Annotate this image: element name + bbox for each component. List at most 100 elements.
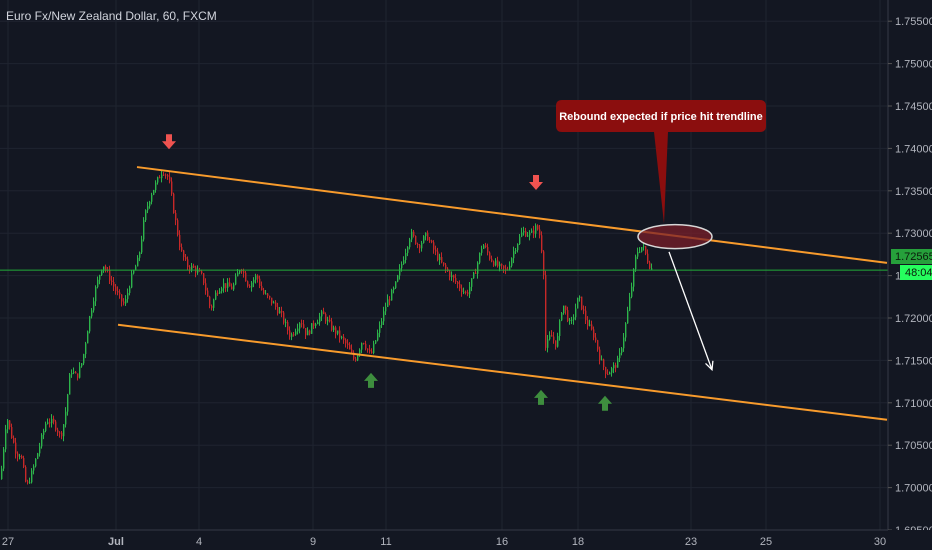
candle-body bbox=[463, 291, 465, 293]
candle-body bbox=[341, 336, 343, 338]
candle-body bbox=[619, 352, 621, 359]
candle-body bbox=[305, 328, 307, 336]
candle-body bbox=[327, 319, 329, 322]
candle-body bbox=[477, 262, 479, 274]
candle-body bbox=[511, 258, 513, 266]
candle-body bbox=[593, 329, 595, 338]
candle-body bbox=[455, 277, 457, 282]
candle-body bbox=[519, 236, 521, 245]
candle-body bbox=[135, 266, 137, 271]
candle-body bbox=[479, 252, 481, 263]
candle-body bbox=[293, 334, 295, 336]
candle-body bbox=[533, 230, 535, 234]
candle-body bbox=[401, 264, 403, 269]
candle-body bbox=[65, 411, 67, 425]
candle-body bbox=[193, 265, 195, 268]
candle-body bbox=[141, 239, 143, 253]
candle-body bbox=[171, 181, 173, 194]
candle-body bbox=[457, 281, 459, 284]
candle-body bbox=[361, 343, 363, 350]
candle-body bbox=[559, 320, 561, 337]
candle-body bbox=[465, 291, 467, 293]
candle-body bbox=[475, 272, 477, 274]
callout-text: Rebound expected if price hit trendline bbox=[559, 111, 763, 123]
candle-body bbox=[299, 323, 301, 329]
candle-body bbox=[503, 265, 505, 269]
candle-body bbox=[513, 251, 515, 259]
candle-body bbox=[233, 284, 235, 290]
candle-body bbox=[449, 271, 451, 278]
last-price-label: 1.72565 bbox=[895, 251, 932, 263]
candle-body bbox=[185, 257, 187, 260]
candle-body bbox=[211, 305, 213, 308]
candle-body bbox=[187, 259, 189, 268]
candle-body bbox=[85, 343, 87, 355]
candle-body bbox=[93, 301, 95, 311]
candle-body bbox=[129, 287, 131, 293]
candle-body bbox=[79, 366, 81, 378]
annotation-callout[interactable]: Rebound expected if price hit trendline bbox=[556, 100, 766, 224]
candle-body bbox=[319, 316, 321, 323]
candle-body bbox=[59, 432, 61, 434]
candle-body bbox=[249, 285, 251, 288]
candle-body bbox=[237, 272, 239, 277]
candle-body bbox=[281, 310, 283, 313]
candle-body bbox=[139, 252, 141, 258]
candle-body bbox=[427, 232, 429, 241]
highlight-ellipse bbox=[637, 223, 713, 250]
candle-body bbox=[537, 225, 539, 230]
y-tick-label: 1.75000 bbox=[895, 59, 932, 71]
candle-body bbox=[143, 220, 145, 240]
candle-body bbox=[19, 456, 21, 458]
candle-body bbox=[563, 305, 565, 314]
candle-body bbox=[255, 275, 257, 280]
candle-body bbox=[611, 368, 613, 373]
candle-body bbox=[279, 310, 281, 314]
candle-body bbox=[485, 245, 487, 248]
candle-body bbox=[583, 309, 585, 311]
x-tick-label: 9 bbox=[310, 536, 316, 548]
candle-body bbox=[165, 174, 167, 176]
candle-body bbox=[379, 325, 381, 333]
candle-body bbox=[175, 213, 177, 221]
candle-body bbox=[483, 245, 485, 249]
candle-body bbox=[343, 336, 345, 340]
candle-body bbox=[451, 275, 453, 278]
y-tick-label: 1.72000 bbox=[895, 313, 932, 325]
candle-body bbox=[317, 322, 319, 325]
candle-body bbox=[157, 177, 159, 183]
candle-body bbox=[541, 235, 543, 252]
candle-body bbox=[577, 297, 579, 309]
candle-body bbox=[87, 331, 89, 344]
candle-body bbox=[467, 292, 469, 295]
candle-body bbox=[335, 327, 337, 334]
x-tick-label: 16 bbox=[496, 536, 508, 548]
candle-body bbox=[21, 456, 23, 459]
candle-body bbox=[547, 339, 549, 348]
candle-body bbox=[25, 466, 27, 482]
candle-body bbox=[459, 283, 461, 289]
time-axis[interactable]: 27 Jul 4 9 11 16 18 23 25 30 bbox=[0, 529, 932, 550]
candle-body bbox=[125, 299, 127, 304]
candle-body bbox=[565, 305, 567, 311]
candle-body bbox=[245, 272, 247, 282]
candle-body bbox=[345, 339, 347, 344]
candle-body bbox=[339, 330, 341, 338]
candle-body bbox=[169, 176, 171, 182]
candle-body bbox=[329, 319, 331, 322]
candle-body bbox=[89, 316, 91, 332]
candle-body bbox=[365, 343, 367, 349]
candle-body bbox=[453, 275, 455, 278]
candle-body bbox=[443, 262, 445, 265]
candle-body bbox=[145, 210, 147, 221]
candle-body bbox=[509, 265, 511, 270]
candle-body bbox=[423, 236, 425, 243]
candle-body bbox=[197, 270, 199, 273]
candle-body bbox=[229, 282, 231, 287]
candle-body bbox=[643, 246, 645, 248]
candle-body bbox=[69, 374, 71, 395]
candle-body bbox=[105, 266, 107, 270]
candle-body bbox=[417, 244, 419, 246]
candle-body bbox=[177, 220, 179, 235]
